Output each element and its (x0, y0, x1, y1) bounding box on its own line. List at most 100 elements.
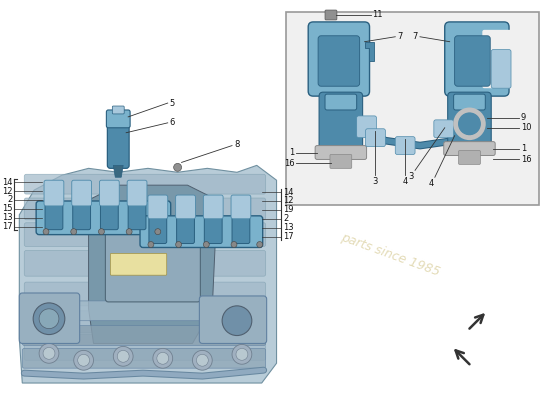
FancyBboxPatch shape (100, 180, 119, 206)
FancyBboxPatch shape (101, 194, 118, 230)
FancyBboxPatch shape (127, 180, 147, 206)
FancyBboxPatch shape (448, 92, 491, 150)
FancyBboxPatch shape (444, 142, 495, 156)
Text: 4: 4 (428, 179, 434, 188)
Text: 4: 4 (403, 177, 408, 186)
Polygon shape (365, 42, 375, 62)
Circle shape (231, 242, 237, 248)
Text: 17: 17 (2, 222, 13, 231)
Circle shape (39, 309, 59, 329)
Text: 2: 2 (283, 214, 289, 223)
FancyBboxPatch shape (445, 22, 509, 96)
FancyBboxPatch shape (308, 22, 370, 96)
FancyBboxPatch shape (44, 180, 64, 206)
FancyBboxPatch shape (315, 146, 366, 160)
FancyBboxPatch shape (325, 94, 357, 110)
Circle shape (232, 344, 252, 364)
FancyBboxPatch shape (24, 282, 266, 306)
FancyBboxPatch shape (45, 194, 63, 230)
Text: 15: 15 (2, 204, 13, 214)
FancyBboxPatch shape (357, 116, 376, 138)
FancyBboxPatch shape (204, 195, 223, 219)
FancyBboxPatch shape (318, 36, 360, 86)
Circle shape (71, 229, 76, 235)
Circle shape (175, 242, 182, 248)
Text: 13: 13 (283, 223, 294, 232)
Text: 5: 5 (170, 98, 175, 108)
Circle shape (196, 354, 208, 366)
FancyBboxPatch shape (175, 195, 195, 219)
FancyBboxPatch shape (140, 216, 263, 248)
FancyBboxPatch shape (106, 110, 130, 128)
Polygon shape (89, 185, 217, 344)
Text: 9: 9 (521, 113, 526, 122)
Text: 16: 16 (521, 155, 531, 164)
Circle shape (43, 229, 49, 235)
Text: 17: 17 (283, 232, 294, 241)
FancyBboxPatch shape (200, 296, 267, 344)
Polygon shape (154, 202, 162, 212)
FancyBboxPatch shape (395, 137, 415, 154)
FancyBboxPatch shape (148, 195, 168, 219)
Text: 8: 8 (234, 140, 239, 149)
Circle shape (117, 350, 129, 362)
Text: 10: 10 (521, 123, 531, 132)
Text: 12: 12 (283, 196, 294, 206)
Text: 11: 11 (372, 10, 383, 20)
Circle shape (33, 303, 65, 334)
FancyBboxPatch shape (128, 194, 146, 230)
Text: 1: 1 (521, 144, 526, 153)
FancyBboxPatch shape (112, 106, 124, 114)
FancyBboxPatch shape (231, 195, 251, 219)
Circle shape (236, 348, 248, 360)
Polygon shape (113, 165, 123, 177)
FancyBboxPatch shape (482, 30, 516, 88)
Circle shape (98, 229, 105, 235)
FancyBboxPatch shape (19, 293, 80, 344)
Text: 3: 3 (373, 177, 378, 186)
FancyBboxPatch shape (287, 12, 538, 205)
Text: 19: 19 (283, 205, 294, 214)
Polygon shape (133, 185, 141, 196)
FancyBboxPatch shape (106, 217, 200, 302)
Text: 7: 7 (397, 32, 403, 41)
Text: 12: 12 (2, 186, 13, 196)
FancyBboxPatch shape (107, 118, 129, 168)
FancyBboxPatch shape (24, 198, 266, 220)
Text: 7: 7 (412, 32, 418, 41)
Circle shape (113, 346, 133, 366)
FancyBboxPatch shape (24, 334, 266, 360)
FancyBboxPatch shape (24, 174, 266, 194)
Circle shape (74, 350, 94, 370)
Text: 14: 14 (283, 188, 294, 196)
FancyBboxPatch shape (111, 254, 167, 275)
Text: 13: 13 (2, 213, 13, 222)
Circle shape (126, 229, 132, 235)
FancyBboxPatch shape (325, 10, 337, 20)
FancyBboxPatch shape (177, 210, 195, 244)
Circle shape (174, 163, 182, 171)
Circle shape (43, 348, 55, 359)
FancyBboxPatch shape (434, 120, 454, 138)
Text: 6: 6 (170, 118, 175, 127)
Circle shape (148, 242, 154, 248)
FancyBboxPatch shape (36, 201, 170, 235)
Circle shape (153, 348, 173, 368)
FancyBboxPatch shape (491, 50, 511, 88)
FancyBboxPatch shape (455, 36, 490, 86)
FancyBboxPatch shape (366, 129, 386, 146)
Polygon shape (78, 185, 86, 196)
FancyBboxPatch shape (454, 94, 485, 110)
Polygon shape (182, 202, 190, 212)
Text: 1: 1 (289, 148, 294, 157)
Circle shape (204, 242, 209, 248)
Circle shape (157, 352, 169, 364)
FancyBboxPatch shape (459, 150, 480, 164)
Circle shape (257, 242, 263, 248)
Circle shape (155, 229, 161, 235)
Text: 16: 16 (284, 159, 294, 168)
Polygon shape (237, 202, 245, 212)
Circle shape (78, 354, 90, 366)
Circle shape (222, 306, 252, 336)
Polygon shape (106, 185, 113, 196)
